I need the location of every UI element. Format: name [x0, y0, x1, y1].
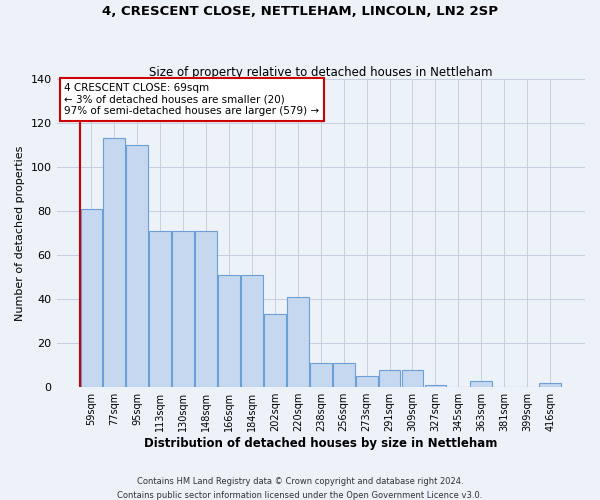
- Bar: [218, 275, 240, 387]
- Text: 4, CRESCENT CLOSE, NETTLEHAM, LINCOLN, LN2 2SP: 4, CRESCENT CLOSE, NETTLEHAM, LINCOLN, L…: [102, 5, 498, 18]
- Bar: [333, 363, 355, 387]
- Bar: [241, 275, 263, 387]
- Bar: [195, 230, 217, 387]
- Y-axis label: Number of detached properties: Number of detached properties: [15, 145, 25, 320]
- Bar: [264, 314, 286, 387]
- Bar: [103, 138, 125, 387]
- Bar: [539, 383, 561, 387]
- Bar: [149, 230, 171, 387]
- Bar: [425, 385, 446, 387]
- Text: 4 CRESCENT CLOSE: 69sqm
← 3% of detached houses are smaller (20)
97% of semi-det: 4 CRESCENT CLOSE: 69sqm ← 3% of detached…: [64, 83, 320, 116]
- Bar: [310, 363, 332, 387]
- Bar: [287, 297, 309, 387]
- X-axis label: Distribution of detached houses by size in Nettleham: Distribution of detached houses by size …: [144, 437, 497, 450]
- Title: Size of property relative to detached houses in Nettleham: Size of property relative to detached ho…: [149, 66, 493, 78]
- Bar: [401, 370, 424, 387]
- Bar: [356, 376, 377, 387]
- Bar: [470, 380, 492, 387]
- Text: Contains HM Land Registry data © Crown copyright and database right 2024.
Contai: Contains HM Land Registry data © Crown c…: [118, 478, 482, 500]
- Bar: [172, 230, 194, 387]
- Bar: [379, 370, 400, 387]
- Bar: [127, 144, 148, 387]
- Bar: [80, 208, 103, 387]
